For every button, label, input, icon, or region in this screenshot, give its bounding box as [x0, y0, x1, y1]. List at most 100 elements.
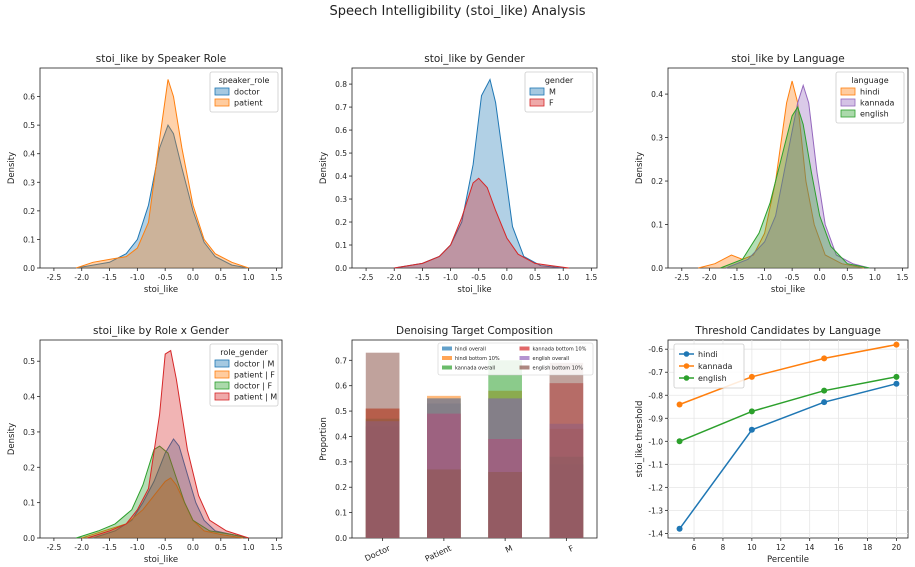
legend-swatch-hindi [840, 87, 856, 96]
y-tick-label: -1.4 [648, 529, 663, 538]
density-area-patient-f [81, 477, 244, 538]
legend-frame [209, 71, 279, 113]
y-tick-label: 0.1 [23, 235, 35, 244]
y-axis-label: Density [319, 152, 329, 184]
y-tick-label: -0.7 [648, 368, 663, 377]
x-tick-label: 1.0 [557, 273, 569, 282]
density-line-f [394, 177, 569, 269]
point-kannada-10 [748, 373, 755, 380]
bar-english-bottom-10-patient [427, 469, 461, 538]
x-tick-label: 20 [892, 543, 902, 552]
legend-swatch-doctor-m [214, 359, 230, 368]
bar-english-bottom-10-doctor [365, 352, 400, 538]
x-tick-label: 0.0 [501, 273, 513, 282]
x-tick-label: 1.5 [897, 273, 909, 282]
legend-swatch-english-overall [519, 356, 530, 360]
line-hindi [678, 382, 897, 530]
y-tick-label: 0.4 [23, 150, 35, 159]
legend-swatch-patient-f [214, 370, 230, 379]
x-tick-label: 0.5 [529, 273, 541, 282]
x-tick-label: 0.0 [187, 543, 199, 552]
point-english-5 [676, 438, 683, 445]
x-axis-label: stoi_like [144, 285, 178, 295]
x-tick-label: -1.5 [102, 543, 117, 552]
legend-label-hindi: hindi [698, 350, 718, 359]
panel-title: stoi_like by Language [731, 53, 845, 65]
legend-label-kannada-bottom-10: kannada bottom 10% [533, 347, 587, 353]
legend-swatch-kannada-bottom-10 [519, 346, 530, 351]
y-tick-label: 0.0 [23, 264, 35, 273]
y-tick-label: 0.3 [335, 458, 347, 467]
panel-4: stoi_like by Role x Gender Density stoi_li… [7, 325, 283, 565]
y-tick-label: 0.6 [335, 126, 347, 135]
legend-label-kannada-overall: kannada overall [455, 366, 495, 372]
density-area-patient [76, 79, 249, 269]
bar-english-bottom-10-m [488, 472, 522, 538]
x-tick-label: -2.5 [47, 543, 62, 552]
panel-1: stoi_like by Speaker Role Density stoi_lik… [7, 53, 283, 295]
x-tick-label: 18 [863, 543, 873, 552]
line-kannada [679, 343, 897, 406]
y-tick-label: 0.0 [335, 264, 347, 273]
y-axis-label: Density [7, 423, 17, 455]
y-tick-label: 0.3 [23, 178, 35, 187]
y-axis-label: Density [635, 152, 645, 184]
legend-frame [209, 343, 279, 407]
y-axis-label: Proportion [319, 417, 329, 461]
x-tick-label: 12 [776, 543, 786, 552]
y-tick-label: 0.3 [335, 195, 347, 204]
legend-label-hindi-bottom-10: hindi bottom 10% [455, 356, 500, 362]
point-kannada-20 [893, 341, 900, 348]
panel-3: stoi_like by Language Density stoi_like 0.0… [635, 53, 909, 295]
x-tick-label: 0.5 [215, 273, 227, 282]
point-english-10 [748, 408, 755, 415]
legend-title: role_gender [220, 348, 268, 357]
x-tick-label: -0.5 [158, 543, 173, 552]
x-tick-label: -2.5 [359, 273, 374, 282]
y-tick-label: 0.0 [23, 534, 35, 543]
point-hindi-10 [748, 426, 755, 433]
x-tick-label: -2.0 [74, 543, 89, 552]
y-tick-label: 0.5 [23, 121, 35, 130]
legend-frame [437, 342, 594, 376]
y-tick-label: -0.9 [648, 414, 663, 423]
x-tick-label: 10 [747, 543, 757, 552]
bar-english-bottom-10-f [549, 362, 584, 538]
legend-swatch-doctor-f [214, 381, 230, 390]
legend-swatch-kannada-overall [442, 365, 452, 370]
x-tick-label: -0.5 [158, 273, 173, 282]
density-line-hindi [698, 80, 864, 269]
legend-swatch-kannada [840, 98, 856, 107]
x-tick-label: 1.0 [243, 273, 255, 282]
legend: gender MF [524, 71, 594, 113]
x-tick-label: -2.0 [387, 273, 402, 282]
legend-marker-kannada [683, 363, 690, 369]
x-tick-label: 1.0 [869, 273, 881, 282]
legend-label-doctor-m: doctor | M [234, 360, 274, 369]
density-line-doctor-f [76, 445, 249, 539]
legend-label-english: english [698, 374, 727, 383]
x-tick-label: -0.5 [471, 273, 486, 282]
x-tick-label: -1.0 [130, 273, 145, 282]
y-tick-label: -1.1 [648, 460, 663, 469]
legend-label-kannada: kannada [698, 362, 733, 371]
legend-label-english: english [860, 110, 889, 119]
y-tick-label: -1.2 [648, 483, 663, 492]
y-tick-label: 0.7 [335, 356, 347, 365]
x-tick-label: 0.0 [814, 273, 826, 282]
point-english-15 [821, 387, 828, 394]
x-tick-label: -1.5 [730, 273, 745, 282]
point-kannada-5 [676, 401, 683, 408]
panel-2: stoi_like by Gender Density stoi_like 0.0 0.… [319, 53, 598, 295]
point-hindi-20 [893, 380, 900, 387]
legend-label-english-overall: english overall [533, 356, 570, 362]
y-tick-label: 0.3 [23, 428, 35, 437]
density-line-english [720, 105, 870, 269]
y-tick-label: -0.8 [648, 391, 663, 400]
line-english [679, 376, 897, 442]
x-tick-label: -2.5 [47, 273, 62, 282]
legend: hindi overall hindi bottom 10% kannada ove… [437, 342, 594, 376]
legend-label-doctor-f: doctor | F [234, 382, 272, 391]
legend-label-patient-f: patient | F [234, 371, 275, 380]
